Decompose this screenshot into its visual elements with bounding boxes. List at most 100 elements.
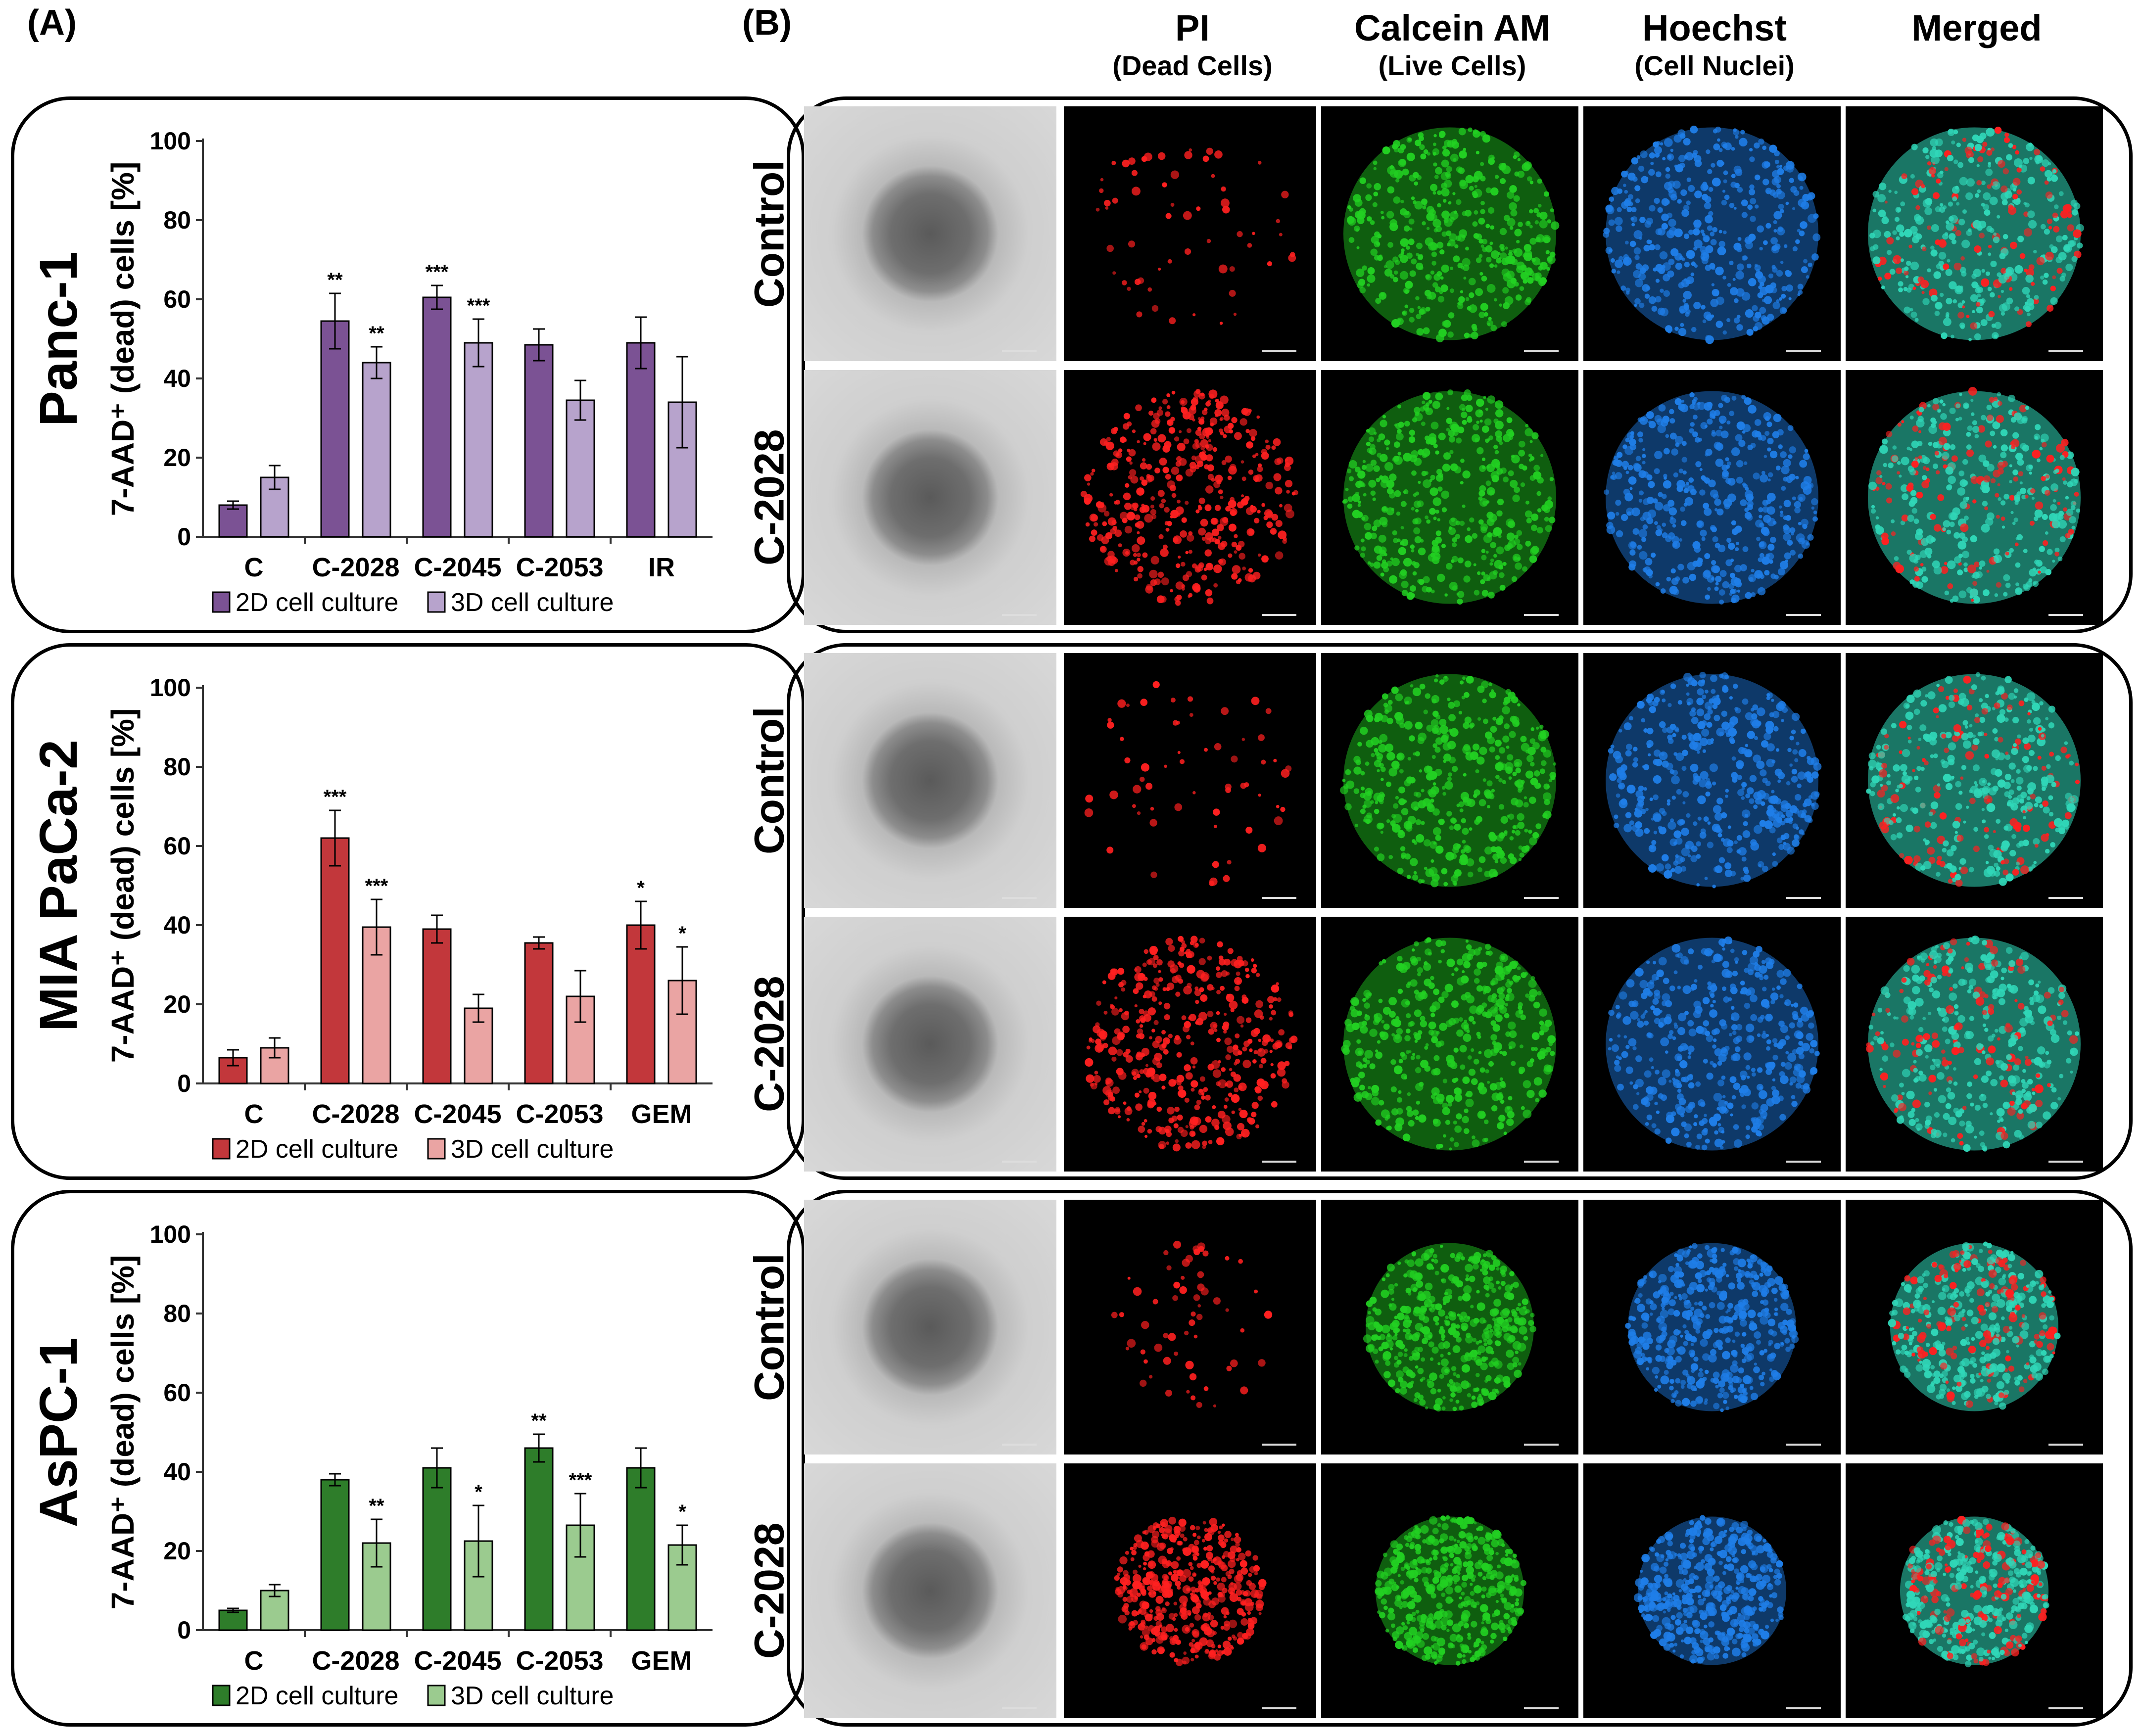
cell-dot: [1712, 288, 1719, 297]
cell-dot: [1985, 271, 1991, 276]
cell-dot: [1700, 422, 1708, 429]
cell-dot: [1406, 245, 1410, 250]
cell-dot: [1463, 773, 1467, 777]
cell-dot: [1884, 231, 1891, 238]
cell-dot: [1228, 1092, 1233, 1097]
cell-dot: [1468, 333, 1472, 337]
cell-dot: [1959, 177, 1968, 186]
cell-dot: [1124, 757, 1131, 764]
cell-dot: [2005, 751, 2009, 755]
cell-dot: [2039, 701, 2044, 705]
cell-dot: [1936, 263, 1942, 269]
cell-dot: [1084, 494, 1093, 503]
cell-dot: [1183, 985, 1192, 995]
cell-dot: [1376, 555, 1382, 561]
cell-dot: [1447, 242, 1451, 247]
x-tick-label: C-2053: [516, 1099, 603, 1129]
cell-dot: [1486, 780, 1493, 787]
cell-dot: [1972, 220, 1981, 229]
cell-dot: [1958, 791, 1963, 795]
cell-dot: [1963, 496, 1969, 503]
cell-dot: [1669, 418, 1675, 424]
cell-dot: [1498, 564, 1504, 570]
cell-dot: [1423, 327, 1430, 334]
cell-dot: [1439, 679, 1445, 685]
cell-dot: [1246, 442, 1251, 447]
cell-dot: [1922, 457, 1930, 465]
cell-dot: [1388, 855, 1393, 859]
cell-dot: [1523, 161, 1532, 170]
cell-dot: [1906, 725, 1912, 730]
cell-dot: [1145, 1072, 1151, 1078]
cell-dot: [1485, 550, 1489, 554]
cell-dot: [2034, 509, 2043, 518]
cell-dot: [1637, 800, 1644, 807]
cell-dot: [1884, 273, 1892, 280]
cell-dot: [1246, 528, 1255, 536]
cell-dot: [1229, 1068, 1233, 1072]
cell-dot: [1112, 1036, 1121, 1045]
cell-dot: [1394, 423, 1398, 427]
cell-dot: [1783, 526, 1791, 534]
cell-dot: [1653, 794, 1659, 800]
cell-dot: [1158, 970, 1161, 973]
cell-dot: [1134, 514, 1141, 520]
cell-dot: [1697, 751, 1700, 754]
cell-dot: [1175, 461, 1182, 467]
cell-dot: [1900, 258, 1904, 262]
cell-dot: [1742, 546, 1749, 553]
cell-dot: [1242, 1046, 1247, 1052]
cell-dot: [1657, 424, 1666, 433]
cell-dot: [1945, 269, 1952, 276]
cell-dot: [1655, 264, 1664, 272]
cell-dot: [1140, 973, 1144, 978]
cell-dot: [1666, 230, 1675, 238]
cell-dot: [1731, 772, 1738, 779]
cell-dot: [1643, 244, 1650, 252]
cell-dot: [1276, 804, 1280, 808]
cell-dot: [1131, 544, 1140, 553]
cell-dot: [1922, 147, 1929, 154]
cell-dot: [1462, 676, 1466, 680]
cell-dot: [1635, 456, 1641, 462]
cell-dot: [1524, 510, 1532, 518]
cell-dot: [1112, 197, 1118, 204]
cell-dot: [1496, 546, 1504, 555]
cell-dot: [1163, 1002, 1171, 1010]
cell-dot: [2003, 781, 2011, 789]
cell-dot: [1634, 255, 1640, 260]
cell-dot: [1137, 440, 1140, 443]
cell-dot: [1759, 553, 1764, 558]
cell-dot: [1723, 170, 1728, 176]
cell-dot: [1766, 493, 1776, 502]
cell-dot: [1943, 443, 1951, 450]
cell-dot: [1625, 812, 1632, 818]
cell-dot: [1237, 501, 1244, 509]
legend-swatch: [427, 1685, 446, 1706]
cell-dot: [1772, 852, 1776, 856]
cell-dot: [1744, 869, 1749, 874]
cell-dot: [1731, 598, 1737, 604]
significance-label: **: [369, 1495, 384, 1517]
cell-dot: [1196, 564, 1204, 572]
cell-dot: [1891, 723, 1897, 729]
cell-dot: [1143, 152, 1152, 161]
cell-dot: [1480, 303, 1488, 311]
cell-dot: [1202, 450, 1206, 454]
cell-dot: [1195, 389, 1201, 394]
cell-dot: [1788, 297, 1792, 300]
cell-dot: [2008, 795, 2012, 799]
cell-dot: [1400, 501, 1407, 507]
cell-dot: [1216, 1011, 1220, 1015]
cell-dot: [1926, 535, 1935, 544]
cell-dot: [1411, 801, 1420, 810]
cell-dot: [1151, 514, 1157, 519]
cell-dot: [1948, 742, 1956, 751]
cell-dot: [1942, 403, 1946, 407]
cell-dot: [2056, 443, 2065, 453]
cell-dot: [1521, 743, 1530, 752]
cell-dot: [1707, 709, 1713, 715]
cell-dot: [1276, 219, 1281, 224]
cell-dot: [1371, 235, 1379, 244]
cell-dot: [1671, 796, 1676, 800]
